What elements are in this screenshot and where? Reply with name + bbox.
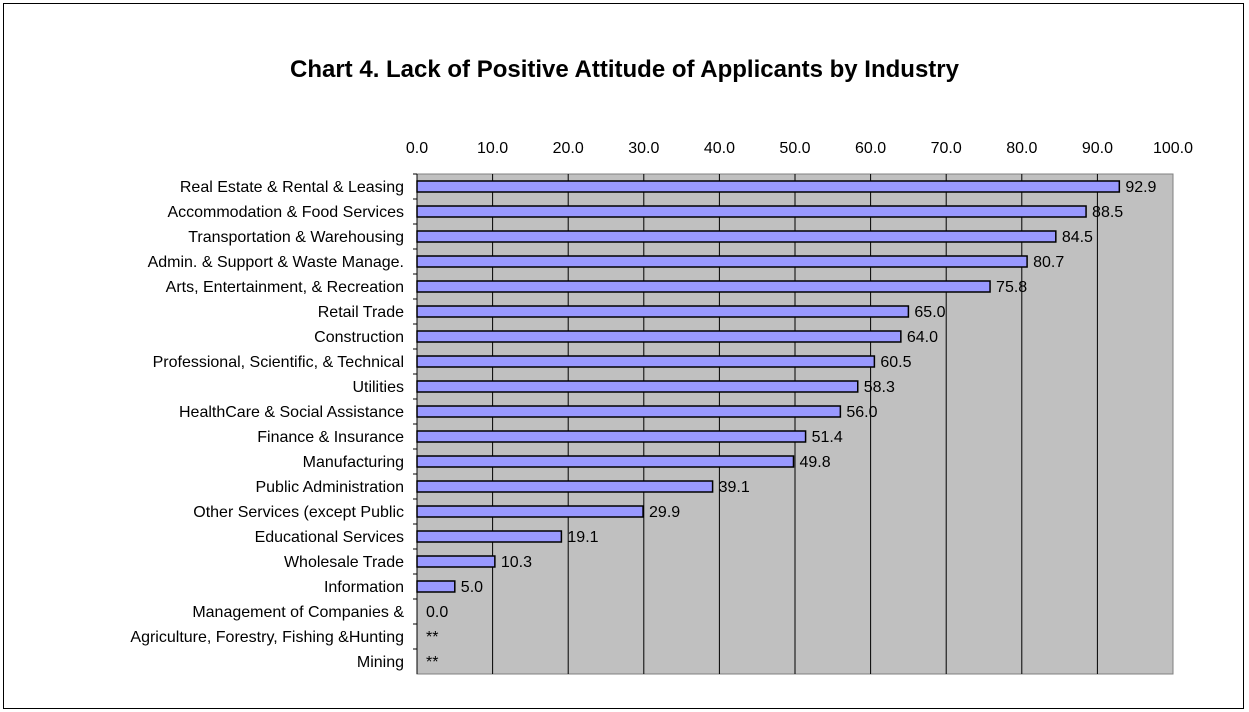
- category-label: Wholesale Trade: [284, 554, 404, 571]
- data-label: 51.4: [812, 429, 843, 446]
- category-label: Utilities: [352, 379, 404, 396]
- bar: [416, 355, 876, 368]
- x-tick-label: 40.0: [704, 140, 735, 157]
- category-label: Admin. & Support & Waste Manage.: [148, 254, 404, 271]
- bar: [416, 280, 991, 293]
- bar: [416, 205, 1087, 218]
- bar: [416, 555, 496, 568]
- bar: [416, 230, 1057, 243]
- category-label: Accommodation & Food Services: [167, 204, 404, 221]
- x-tick-label: 10.0: [477, 140, 508, 157]
- data-label: 88.5: [1092, 204, 1123, 221]
- category-label: Management of Companies &: [192, 604, 404, 621]
- category-label: Public Administration: [255, 479, 404, 496]
- x-tick-label: 80.0: [1006, 140, 1037, 157]
- data-label: 84.5: [1062, 229, 1093, 246]
- x-tick-label: 90.0: [1082, 140, 1113, 157]
- category-label: Other Services (except Public: [193, 504, 404, 521]
- data-label: **: [426, 654, 438, 671]
- bar: [416, 580, 456, 593]
- bar: [416, 405, 842, 418]
- data-label: 56.0: [846, 404, 877, 421]
- bar: [416, 330, 902, 343]
- bar: [416, 380, 859, 393]
- bar: [416, 255, 1028, 268]
- data-label: 92.9: [1125, 179, 1156, 196]
- x-tick-label: 20.0: [553, 140, 584, 157]
- data-label: 75.8: [996, 279, 1027, 296]
- category-label: Manufacturing: [303, 454, 404, 471]
- data-label: 5.0: [461, 579, 483, 596]
- data-label: 29.9: [649, 504, 680, 521]
- x-tick-label: 50.0: [779, 140, 810, 157]
- category-label: Information: [324, 579, 404, 596]
- data-label: 10.3: [501, 554, 532, 571]
- data-label: 58.3: [864, 379, 895, 396]
- bar: [416, 455, 795, 468]
- category-label: Agriculture, Forestry, Fishing &Hunting: [130, 629, 404, 646]
- bar: [416, 305, 910, 318]
- category-label: Professional, Scientific, & Technical: [153, 354, 404, 371]
- bar: [416, 480, 714, 493]
- data-label: 0.0: [426, 604, 448, 621]
- category-label: Construction: [314, 329, 404, 346]
- data-label: 65.0: [914, 304, 945, 321]
- bar: [416, 430, 807, 443]
- category-label: Educational Services: [255, 529, 404, 546]
- category-label: Arts, Entertainment, & Recreation: [166, 279, 404, 296]
- data-label: 64.0: [907, 329, 938, 346]
- category-label: Transportation & Warehousing: [188, 229, 404, 246]
- bar: [416, 530, 563, 543]
- category-label: Mining: [357, 654, 404, 671]
- data-label: 39.1: [719, 479, 750, 496]
- category-label: HealthCare & Social Assistance: [179, 404, 404, 421]
- bar: [416, 505, 644, 518]
- data-label: 49.8: [799, 454, 830, 471]
- x-tick-label: 100.0: [1153, 140, 1193, 157]
- data-label: 80.7: [1033, 254, 1064, 271]
- category-label: Real Estate & Rental & Leasing: [180, 179, 404, 196]
- data-label: 19.1: [567, 529, 598, 546]
- x-tick-label: 30.0: [628, 140, 659, 157]
- chart-title: Chart 4. Lack of Positive Attitude of Ap…: [290, 56, 959, 83]
- bar: [416, 180, 1121, 193]
- category-label: Retail Trade: [318, 304, 404, 321]
- x-tick-label: 60.0: [855, 140, 886, 157]
- category-label: Finance & Insurance: [257, 429, 404, 446]
- data-label: 60.5: [880, 354, 911, 371]
- x-tick-label: 0.0: [406, 140, 428, 157]
- data-label: **: [426, 629, 438, 646]
- x-tick-label: 70.0: [931, 140, 962, 157]
